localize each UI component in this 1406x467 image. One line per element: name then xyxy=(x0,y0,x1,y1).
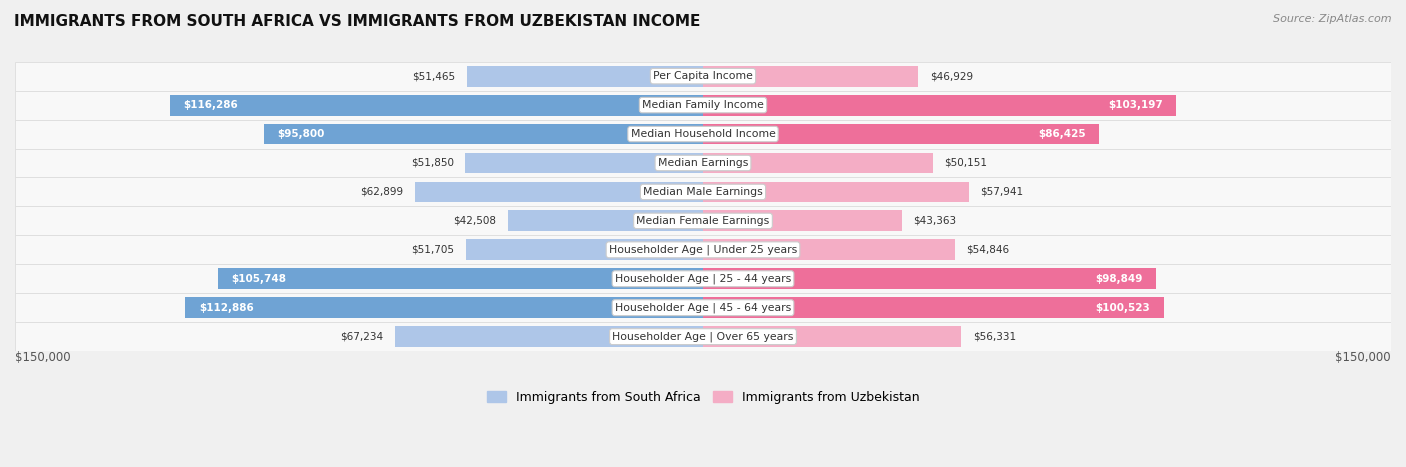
Bar xyxy=(703,326,962,347)
Legend: Immigrants from South Africa, Immigrants from Uzbekistan: Immigrants from South Africa, Immigrants… xyxy=(482,386,924,409)
Text: Householder Age | Under 25 years: Householder Age | Under 25 years xyxy=(609,245,797,255)
Text: $46,929: $46,929 xyxy=(929,71,973,81)
Text: $67,234: $67,234 xyxy=(340,332,384,342)
Text: $150,000: $150,000 xyxy=(15,351,70,364)
FancyBboxPatch shape xyxy=(15,322,1391,351)
Bar xyxy=(395,326,703,347)
Text: Median Household Income: Median Household Income xyxy=(630,129,776,139)
Text: $43,363: $43,363 xyxy=(914,216,956,226)
Text: $54,846: $54,846 xyxy=(966,245,1010,255)
Text: $98,849: $98,849 xyxy=(1095,274,1143,284)
FancyBboxPatch shape xyxy=(15,62,1391,91)
Text: $56,331: $56,331 xyxy=(973,332,1017,342)
Bar xyxy=(703,240,955,260)
Text: $42,508: $42,508 xyxy=(454,216,496,226)
Bar xyxy=(703,211,901,231)
Text: $112,886: $112,886 xyxy=(200,303,253,313)
Bar xyxy=(703,269,1156,289)
Text: Householder Age | 45 - 64 years: Householder Age | 45 - 64 years xyxy=(614,303,792,313)
Text: $51,850: $51,850 xyxy=(411,158,454,168)
Bar xyxy=(218,269,703,289)
Bar xyxy=(703,182,969,202)
FancyBboxPatch shape xyxy=(15,91,1391,120)
Text: $95,800: $95,800 xyxy=(277,129,325,139)
Bar xyxy=(703,95,1177,115)
Text: Median Female Earnings: Median Female Earnings xyxy=(637,216,769,226)
FancyBboxPatch shape xyxy=(15,264,1391,293)
Text: $150,000: $150,000 xyxy=(1336,351,1391,364)
FancyBboxPatch shape xyxy=(15,149,1391,177)
Text: $51,705: $51,705 xyxy=(412,245,454,255)
Text: Median Male Earnings: Median Male Earnings xyxy=(643,187,763,197)
FancyBboxPatch shape xyxy=(15,293,1391,322)
Bar xyxy=(703,124,1099,144)
FancyBboxPatch shape xyxy=(15,206,1391,235)
Bar xyxy=(467,66,703,86)
Text: IMMIGRANTS FROM SOUTH AFRICA VS IMMIGRANTS FROM UZBEKISTAN INCOME: IMMIGRANTS FROM SOUTH AFRICA VS IMMIGRAN… xyxy=(14,14,700,29)
Text: Source: ZipAtlas.com: Source: ZipAtlas.com xyxy=(1274,14,1392,24)
Bar xyxy=(703,66,918,86)
FancyBboxPatch shape xyxy=(15,235,1391,264)
Text: Median Family Income: Median Family Income xyxy=(643,100,763,110)
FancyBboxPatch shape xyxy=(15,120,1391,149)
Text: $50,151: $50,151 xyxy=(945,158,987,168)
Bar xyxy=(170,95,703,115)
Bar xyxy=(263,124,703,144)
Bar xyxy=(465,153,703,173)
Text: $62,899: $62,899 xyxy=(360,187,404,197)
Bar xyxy=(465,240,703,260)
Bar xyxy=(415,182,703,202)
Text: $86,425: $86,425 xyxy=(1038,129,1085,139)
Text: Median Earnings: Median Earnings xyxy=(658,158,748,168)
Bar xyxy=(703,297,1164,318)
Text: $105,748: $105,748 xyxy=(232,274,287,284)
Text: $57,941: $57,941 xyxy=(980,187,1024,197)
Bar xyxy=(186,297,703,318)
Bar xyxy=(703,153,934,173)
Text: $51,465: $51,465 xyxy=(412,71,456,81)
Bar xyxy=(508,211,703,231)
FancyBboxPatch shape xyxy=(15,177,1391,206)
Text: $100,523: $100,523 xyxy=(1095,303,1150,313)
Text: Householder Age | Over 65 years: Householder Age | Over 65 years xyxy=(612,332,794,342)
Text: $103,197: $103,197 xyxy=(1108,100,1163,110)
Text: $116,286: $116,286 xyxy=(183,100,238,110)
Text: Householder Age | 25 - 44 years: Householder Age | 25 - 44 years xyxy=(614,274,792,284)
Text: Per Capita Income: Per Capita Income xyxy=(652,71,754,81)
